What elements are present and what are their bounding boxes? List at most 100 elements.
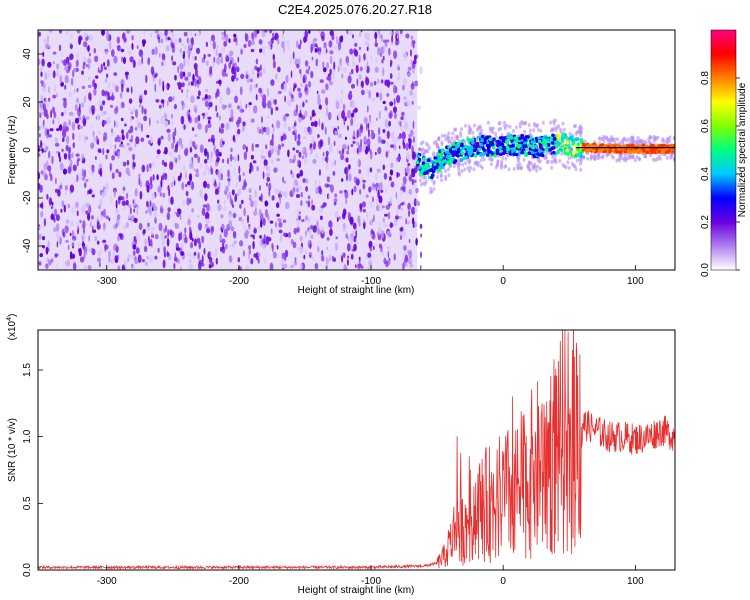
colorbar-ticks: 0.00.20.40.60.8: [700, 71, 740, 277]
noise-speck: [195, 47, 201, 55]
noise-speck: [88, 76, 90, 81]
noise-speck: [177, 65, 180, 74]
noise-speck: [280, 191, 286, 196]
signal-core: [514, 139, 519, 144]
noise-speck: [236, 77, 239, 81]
noise-speck: [88, 205, 92, 214]
noise-speck: [112, 251, 115, 259]
x-tick-label: -200: [229, 276, 249, 287]
noise-speck: [322, 61, 325, 68]
signal-halo: [451, 131, 455, 136]
noise-speck: [39, 66, 43, 72]
noise-speck: [336, 146, 339, 154]
noise-speck: [120, 92, 123, 99]
signal-core: [563, 151, 567, 155]
noise-speck: [69, 232, 72, 237]
noise-speck: [83, 169, 87, 178]
noise-speck: [143, 115, 148, 122]
noise-speck: [382, 251, 384, 256]
noise-speck: [159, 192, 163, 197]
noise-speck: [298, 160, 301, 165]
noise-speck: [327, 111, 332, 121]
noise-speck: [82, 220, 86, 230]
noise-speck: [83, 135, 86, 144]
noise-speck: [156, 154, 160, 159]
signal-halo: [549, 128, 553, 133]
signal-halo: [436, 143, 439, 148]
noise-speck: [265, 126, 270, 136]
noise-speck: [165, 45, 170, 52]
signal-core: [495, 141, 500, 146]
noise-speck: [198, 259, 203, 265]
noise-speck: [324, 157, 327, 162]
noise-speck: [215, 188, 219, 195]
signal-core: [480, 138, 484, 143]
noise-speck: [363, 53, 366, 61]
noise-speck: [129, 207, 132, 215]
noise-speck: [290, 93, 293, 99]
noise-speck: [201, 57, 206, 64]
noise-speck: [345, 166, 349, 176]
signal-core: [582, 143, 586, 147]
signal-halo: [613, 137, 617, 142]
noise-speck: [274, 188, 279, 195]
noise-speck: [232, 231, 237, 239]
noise-speck: [276, 38, 280, 45]
noise-speck: [413, 179, 417, 183]
signal-halo: [560, 151, 564, 156]
signal-halo: [523, 129, 527, 134]
noise-speck: [377, 226, 383, 234]
noise-speck: [361, 89, 365, 96]
noise-speck: [344, 116, 347, 122]
noise-speck: [89, 106, 93, 114]
noise-speck: [373, 214, 375, 222]
noise-speck: [345, 233, 349, 239]
noise-speck: [103, 66, 107, 70]
noise-speck: [210, 34, 216, 42]
noise-speck: [59, 156, 62, 163]
noise-speck: [367, 122, 370, 129]
noise-speck: [338, 112, 340, 118]
noise-speck: [255, 58, 259, 65]
signal-halo: [447, 173, 451, 178]
signal-core: [430, 173, 435, 177]
noise-speck: [222, 242, 225, 250]
noise-speck: [97, 257, 102, 263]
noise-speck: [160, 179, 163, 188]
signal-core: [492, 137, 496, 141]
noise-speck: [369, 245, 373, 252]
noise-speck: [96, 240, 100, 245]
noise-speck: [390, 131, 395, 140]
noise-speck: [193, 238, 197, 247]
noise-speck: [401, 201, 405, 205]
noise-speck: [243, 207, 246, 217]
noise-speck: [252, 160, 257, 164]
snr-y-scale-label: (x104): [6, 314, 18, 341]
signal-core: [482, 148, 487, 153]
noise-speck: [377, 189, 380, 199]
noise-speck: [334, 160, 337, 166]
noise-speck: [367, 105, 369, 113]
signal-core: [478, 153, 483, 157]
noise-speck: [227, 177, 231, 182]
noise-speck: [395, 215, 399, 220]
noise-speck: [222, 158, 225, 163]
noise-speck: [231, 75, 235, 82]
signal-core: [439, 155, 444, 159]
noise-speck: [317, 97, 321, 106]
noise-speck: [255, 143, 260, 148]
noise-speck: [331, 161, 335, 167]
noise-speck: [43, 37, 47, 44]
noise-speck: [133, 257, 138, 262]
noise-speck: [194, 56, 197, 61]
signal-core: [657, 149, 662, 154]
noise-speck: [70, 159, 73, 168]
noise-speck: [254, 65, 258, 71]
signal-halo: [657, 154, 661, 159]
noise-speck: [72, 132, 75, 141]
noise-speck: [388, 48, 391, 56]
noise-speck: [99, 214, 104, 220]
noise-speck: [255, 206, 257, 213]
noise-speck: [378, 202, 383, 212]
noise-speck: [55, 137, 58, 142]
